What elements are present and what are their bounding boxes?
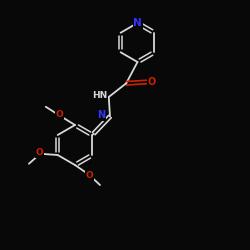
Text: O: O [36,148,44,157]
Text: O: O [148,77,156,87]
Text: O: O [86,171,93,180]
Text: O: O [56,110,64,119]
Text: HN: HN [92,91,108,100]
Text: N: N [133,18,142,28]
Text: N: N [98,110,106,120]
